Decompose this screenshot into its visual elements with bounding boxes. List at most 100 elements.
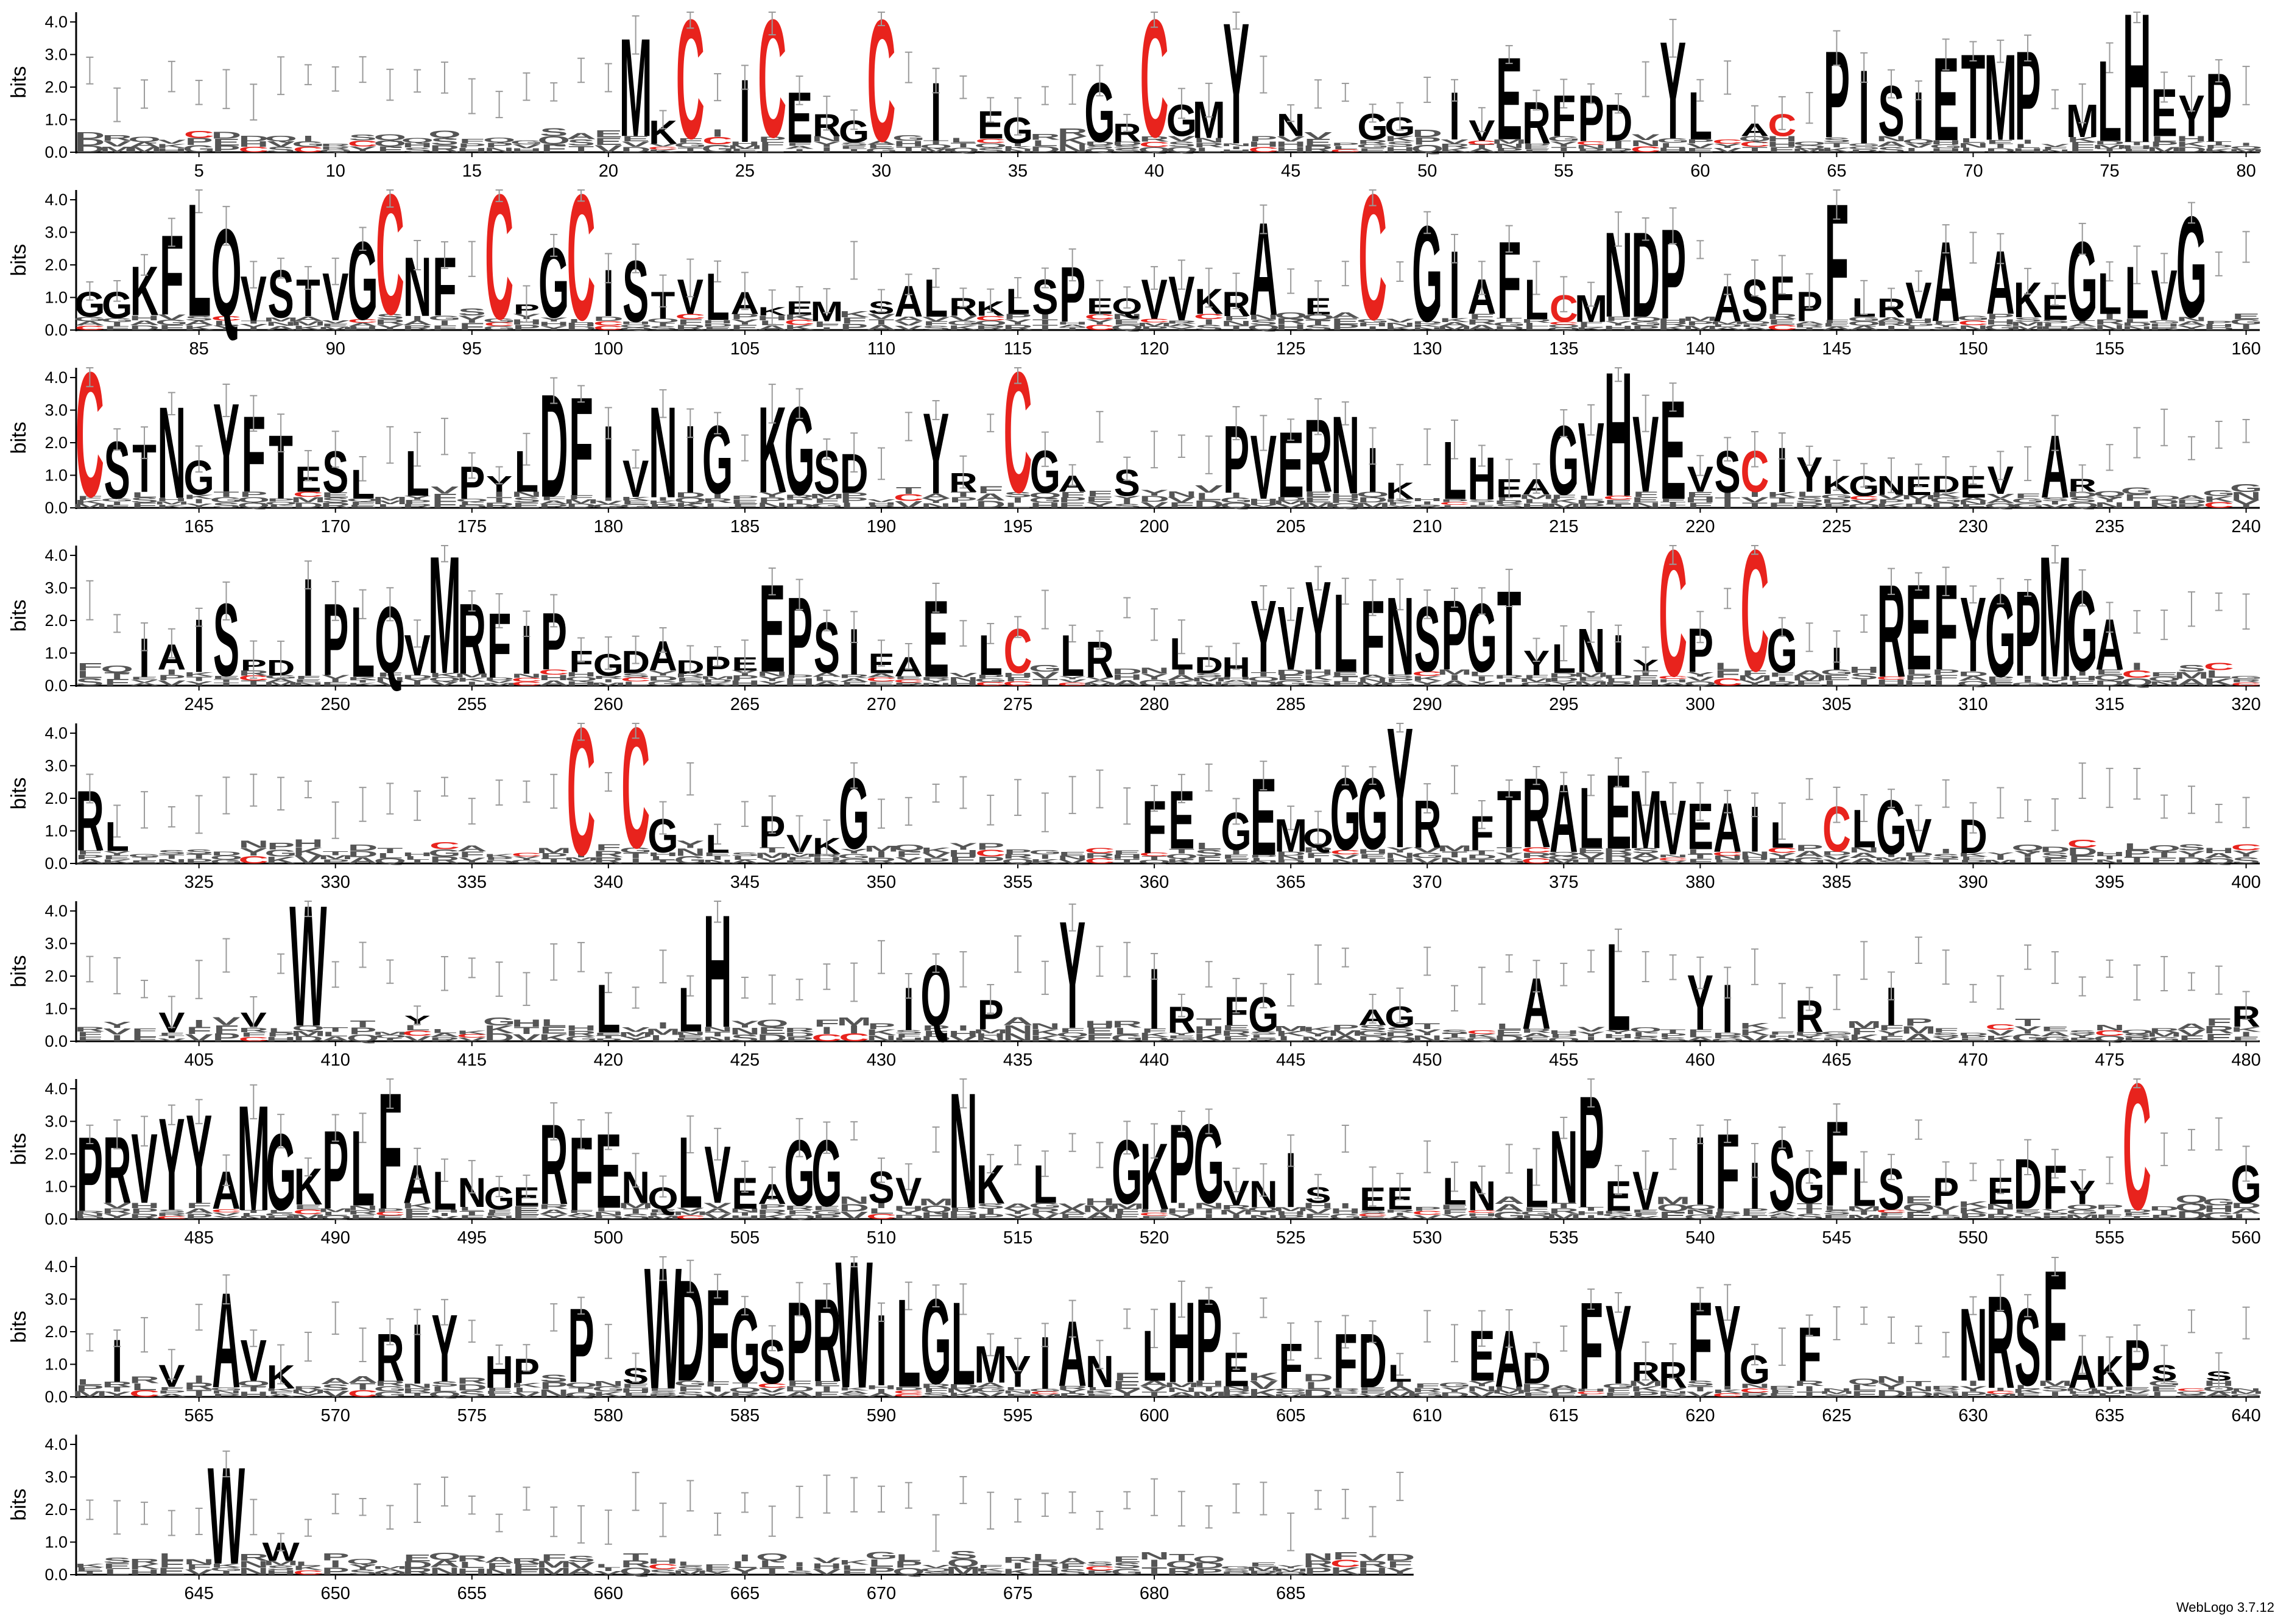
- logo-background-letter: V: [239, 323, 267, 328]
- logo-background-letter: K: [839, 309, 869, 319]
- logo-background-letter: Y: [813, 140, 841, 149]
- logo-background-letter: K: [1003, 146, 1033, 150]
- logo-background-letter: G: [2066, 326, 2099, 331]
- logo-background-letter: L: [268, 504, 294, 509]
- logo-background-letter: I: [958, 1024, 969, 1033]
- x-tick-label: 35: [1008, 161, 1028, 181]
- logo-background-letter: D: [2121, 322, 2152, 328]
- x-tick-label: 235: [2095, 517, 2124, 536]
- y-tick-label: 0.0: [44, 321, 68, 339]
- logo-background-letter: I: [657, 496, 669, 502]
- logo-letter-66: I: [1858, 48, 1869, 166]
- logo-background-letter: K: [621, 496, 652, 502]
- logo-background-letter: A: [566, 131, 596, 141]
- logo-background-letter: Y: [1277, 1564, 1305, 1569]
- logo-background-letter: I: [2131, 660, 2143, 672]
- logo-background-letter: A: [1876, 140, 1906, 149]
- logo-background-letter: Q: [347, 497, 379, 502]
- logo-background-letter: L: [1442, 504, 1467, 508]
- y-tick-label: 1.0: [44, 289, 68, 307]
- logo-background-letter: I: [711, 127, 723, 139]
- logo-background-letter: A: [921, 493, 951, 500]
- logo-background-letter: P: [267, 841, 295, 852]
- logo-background-letter: T: [1742, 146, 1768, 154]
- y-tick-label: 3.0: [44, 579, 68, 597]
- logo-background-letter: P: [2096, 1203, 2124, 1211]
- logo-background-letter: L: [1196, 841, 1222, 852]
- x-tick-label: 355: [1003, 873, 1032, 892]
- logo-background-letter: A: [975, 491, 1006, 502]
- logo-background-letter: T: [1660, 501, 1685, 506]
- logo-background-letter: M: [1137, 322, 1172, 328]
- logo-background-letter: I: [2104, 312, 2115, 321]
- logo-background-letter: G: [592, 504, 625, 509]
- logo-background-letter: A: [2176, 320, 2207, 327]
- logo-background-letter: Q: [373, 133, 406, 142]
- logo-background-letter: N: [1631, 501, 1661, 510]
- logo-background-letter: L: [2151, 135, 2177, 143]
- logo-background-letter: P: [1741, 323, 1769, 328]
- logo-background-letter: Q: [1193, 1555, 1226, 1564]
- logo-background-letter: H: [1275, 146, 1306, 154]
- logo-background-letter: D: [129, 324, 160, 332]
- logo-background-letter: F: [1769, 1030, 1795, 1036]
- x-tick-label: 100: [594, 339, 623, 359]
- logo-background-letter: D: [457, 504, 487, 509]
- logo-background-letter: L: [1906, 147, 1931, 153]
- x-tick-label: 345: [730, 873, 760, 892]
- logo-background-letter: S: [267, 146, 295, 154]
- logo-background-letter: Q: [237, 501, 270, 510]
- logo-background-letter: E: [2123, 148, 2151, 153]
- logo-background-letter: P: [1522, 142, 1550, 147]
- logo-background-letter: D: [1030, 144, 1060, 154]
- logo-background-letter: V: [1304, 130, 1333, 141]
- logo-background-letter: S: [1386, 140, 1414, 149]
- x-tick-label: 655: [457, 1584, 487, 1603]
- logo-background-letter: K: [1439, 147, 1470, 153]
- x-tick-label: 625: [1822, 1406, 1851, 1425]
- logo-letter-556: C: [2123, 1047, 2151, 1248]
- logo-background-letter: Q: [1356, 490, 1389, 499]
- logo-background-letter: K: [785, 323, 815, 331]
- x-tick-label: 400: [2231, 873, 2260, 892]
- logo-background-letter: D: [1412, 320, 1442, 325]
- x-tick-label: 110: [867, 339, 895, 359]
- logo-background-letter: P: [1796, 843, 1824, 853]
- logo-background-letter: R: [1522, 318, 1552, 324]
- logo-background-letter: V: [212, 1015, 240, 1028]
- x-tick-label: 500: [594, 1228, 623, 1248]
- x-tick-label: 250: [321, 695, 350, 714]
- logo-background-letter: Y: [1113, 495, 1141, 501]
- logo-background-letter: M: [1492, 138, 1527, 145]
- logo-background-letter: A: [1057, 1556, 1088, 1566]
- logo-background-letter: M: [2010, 325, 2045, 331]
- x-tick-label: 365: [1276, 873, 1305, 892]
- x-tick-label: 385: [1822, 873, 1851, 892]
- logo-background-letter: A: [1876, 316, 1906, 323]
- logo-background-letter: L: [1005, 501, 1031, 510]
- logo-background-letter: M: [919, 1197, 954, 1207]
- x-tick-label: 440: [1140, 1050, 1169, 1070]
- x-tick-label: 175: [457, 517, 487, 536]
- logo-background-letter: M: [1846, 1019, 1882, 1030]
- logo-background-letter: N: [1112, 312, 1142, 321]
- logo-background-letter: I: [248, 326, 259, 331]
- logo-background-letter: L: [1196, 146, 1222, 153]
- logo-background-letter: Y: [1713, 142, 1741, 149]
- x-tick-label: 315: [2095, 695, 2124, 714]
- x-tick-label: 160: [2231, 339, 2260, 359]
- logo-background-letter: A: [129, 141, 160, 149]
- logo-background-letter: R: [1139, 135, 1169, 144]
- logo-letter-302: C: [1741, 513, 1769, 708]
- logo-background-letter: C: [1085, 323, 1115, 332]
- logo-background-letter: H: [1767, 135, 1797, 143]
- logo-background-letter: H: [1248, 140, 1279, 149]
- logo-background-letter: V: [1277, 504, 1305, 509]
- logo-background-letter: R: [2149, 1027, 2179, 1033]
- logo-background-letter: A: [74, 320, 105, 327]
- logo-background-letter: L: [1032, 138, 1058, 148]
- logo-background-letter: E: [1822, 323, 1850, 328]
- logo-background-letter: F: [1414, 1382, 1440, 1390]
- logo-background-letter: F: [1687, 501, 1713, 510]
- logo-background-letter: N: [1384, 322, 1415, 328]
